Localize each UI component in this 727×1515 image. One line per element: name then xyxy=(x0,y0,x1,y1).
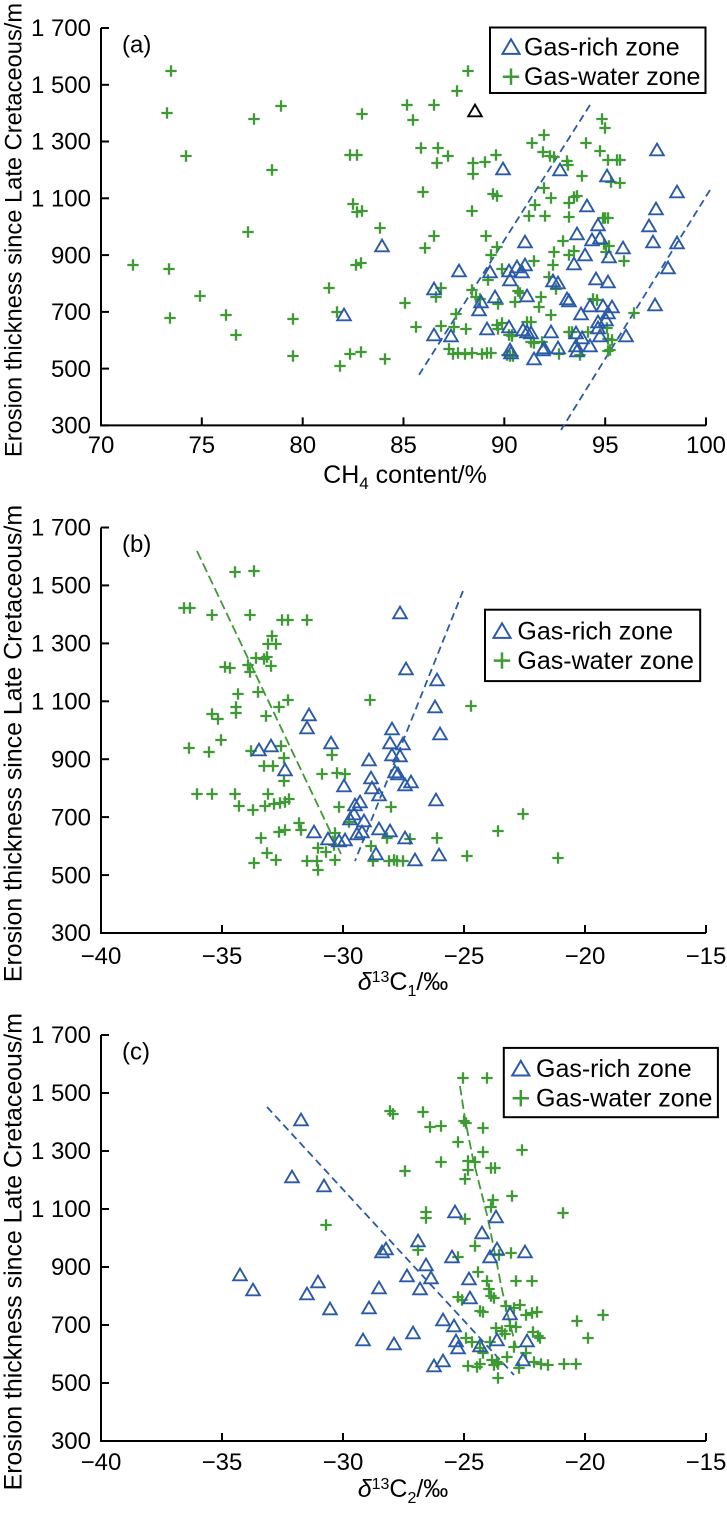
svg-text:−15: −15 xyxy=(686,1449,727,1476)
svg-text:−35: −35 xyxy=(202,943,243,970)
svg-text:85: 85 xyxy=(390,432,417,459)
svg-text:1 300: 1 300 xyxy=(31,1138,91,1165)
svg-text:−20: −20 xyxy=(565,1449,606,1476)
svg-text:1 300: 1 300 xyxy=(31,631,91,658)
svg-text:75: 75 xyxy=(188,432,215,459)
svg-text:1 300: 1 300 xyxy=(31,129,91,156)
svg-text:1 700: 1 700 xyxy=(31,515,91,542)
svg-text:−25: −25 xyxy=(444,1449,485,1476)
svg-text:δ13C1/‰: δ13C1/‰ xyxy=(358,968,449,1000)
svg-text:700: 700 xyxy=(51,804,91,831)
svg-text:Gas-rich zone: Gas-rich zone xyxy=(536,1055,692,1083)
svg-text:−40: −40 xyxy=(81,1449,122,1476)
svg-text:Gas-rich zone: Gas-rich zone xyxy=(517,618,673,646)
svg-text:1 100: 1 100 xyxy=(31,689,91,716)
svg-text:80: 80 xyxy=(289,432,316,459)
svg-text:700: 700 xyxy=(51,299,91,326)
svg-text:900: 900 xyxy=(51,1254,91,1281)
svg-text:Gas-water zone: Gas-water zone xyxy=(517,647,693,675)
svg-text:Erosion thickness since Late C: Erosion thickness since Late Cretaceous/… xyxy=(0,505,28,982)
svg-text:−30: −30 xyxy=(323,1449,364,1476)
svg-text:−30: −30 xyxy=(323,943,364,970)
svg-text:−35: −35 xyxy=(202,1449,243,1476)
svg-text:700: 700 xyxy=(51,1312,91,1339)
svg-text:90: 90 xyxy=(491,432,518,459)
svg-text:900: 900 xyxy=(51,242,91,269)
svg-text:95: 95 xyxy=(592,432,619,459)
svg-text:1 500: 1 500 xyxy=(31,573,91,600)
svg-text:300: 300 xyxy=(51,413,91,440)
svg-text:300: 300 xyxy=(51,920,91,947)
svg-text:−20: −20 xyxy=(565,943,606,970)
svg-text:900: 900 xyxy=(51,746,91,773)
svg-text:(b): (b) xyxy=(122,531,151,558)
svg-text:−40: −40 xyxy=(81,943,122,970)
svg-text:Erosion thickness since Late C: Erosion thickness since Late Cretaceous/… xyxy=(2,3,28,457)
svg-text:Erosion thickness since Late C: Erosion thickness since Late Cretaceous/… xyxy=(0,1013,28,1490)
svg-text:−15: −15 xyxy=(686,943,727,970)
svg-text:100: 100 xyxy=(686,432,726,459)
svg-text:300: 300 xyxy=(51,1428,91,1455)
svg-text:1 500: 1 500 xyxy=(31,1080,91,1107)
svg-text:Gas-rich zone: Gas-rich zone xyxy=(524,34,680,62)
svg-text:−25: −25 xyxy=(444,943,485,970)
svg-text:(a): (a) xyxy=(122,32,151,59)
svg-text:1 500: 1 500 xyxy=(31,72,91,99)
svg-text:δ13C2/‰: δ13C2/‰ xyxy=(358,1475,449,1507)
svg-text:70: 70 xyxy=(88,432,115,459)
svg-text:1 100: 1 100 xyxy=(31,186,91,213)
svg-text:1 100: 1 100 xyxy=(31,1196,91,1223)
svg-text:500: 500 xyxy=(51,862,91,889)
svg-text:Gas-water zone: Gas-water zone xyxy=(524,63,700,91)
svg-text:1 700: 1 700 xyxy=(31,15,91,42)
svg-text:(c): (c) xyxy=(122,1039,150,1066)
svg-text:500: 500 xyxy=(51,356,91,383)
svg-text:500: 500 xyxy=(51,1370,91,1397)
svg-text:1 700: 1 700 xyxy=(31,1022,91,1049)
svg-text:Gas-water zone: Gas-water zone xyxy=(536,1085,712,1113)
svg-text:CH4 content/%: CH4 content/% xyxy=(323,461,487,493)
